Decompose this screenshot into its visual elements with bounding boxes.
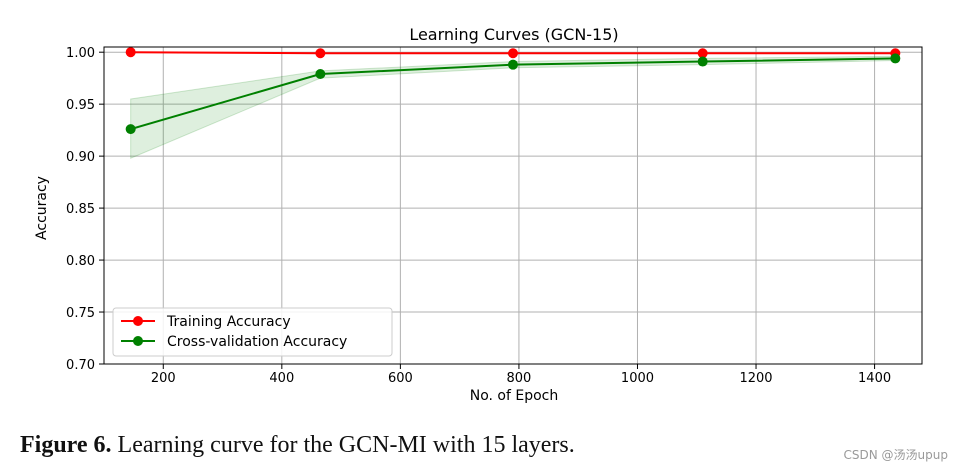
legend-training-label: Training Accuracy (166, 314, 291, 330)
y-axis-label: Accuracy (34, 176, 50, 240)
x-tick-label: 200 (151, 371, 176, 386)
legend-box (112, 307, 393, 357)
legend: Training Accuracy Cross-validation Accur… (112, 307, 393, 357)
cross-validation-confidence-band (130, 55, 896, 159)
cross-validation-data-point (315, 69, 326, 80)
y-tick-label: 0.70 (66, 358, 95, 373)
cross-validation-data-point (508, 59, 518, 70)
x-axis-ticks: 200 400 600 800 1000 1200 1400 (151, 364, 891, 386)
y-axis-ticks: 0.70 0.75 0.80 0.85 0.90 0.95 1.00 (66, 46, 104, 373)
legend-training-marker (133, 316, 143, 326)
figure-caption-text: Learning curve for the GCN-MI with 15 la… (111, 432, 575, 458)
x-tick-label: 1200 (739, 371, 772, 386)
cross-validation-data-point (125, 124, 136, 135)
x-tick-label: 1400 (858, 371, 891, 386)
chart-title: Learning Curves (GCN-15) (409, 25, 618, 44)
legend-cv-marker (133, 336, 143, 346)
training-data-point (697, 48, 708, 59)
training-data-point (125, 47, 136, 58)
training-data-point (508, 48, 518, 59)
y-tick-label: 0.75 (66, 306, 95, 321)
x-tick-label: 1000 (621, 371, 654, 386)
cross-validation-data-point (697, 56, 708, 67)
cross-validation-data-point (890, 53, 901, 64)
y-tick-label: 0.85 (66, 202, 95, 217)
legend-cv-label: Cross-validation Accuracy (167, 334, 347, 350)
watermark: CSDN @汤汤upup (843, 448, 948, 462)
x-tick-label: 800 (507, 371, 532, 386)
y-tick-label: 0.95 (66, 98, 95, 113)
learning-curve-chart: 200 400 600 800 1000 1200 1400 0.70 0.75 0.80 0.8… (34, 25, 923, 404)
y-tick-label: 0.90 (66, 150, 95, 165)
y-tick-label: 1.00 (66, 46, 95, 61)
plot-frame (103, 46, 923, 365)
x-axis-label: No. of Epoch (470, 388, 559, 404)
x-tick-label: 400 (269, 371, 294, 386)
figure-caption: Figure 6. Learning curve for the GCN-MI … (20, 432, 575, 459)
figure-caption-label: Figure 6. (20, 432, 112, 458)
y-tick-label: 0.80 (66, 254, 95, 269)
training-data-point (315, 48, 326, 59)
series-point-layer (125, 47, 901, 135)
x-tick-label: 600 (388, 371, 413, 386)
confidence-band-layer (130, 55, 896, 159)
